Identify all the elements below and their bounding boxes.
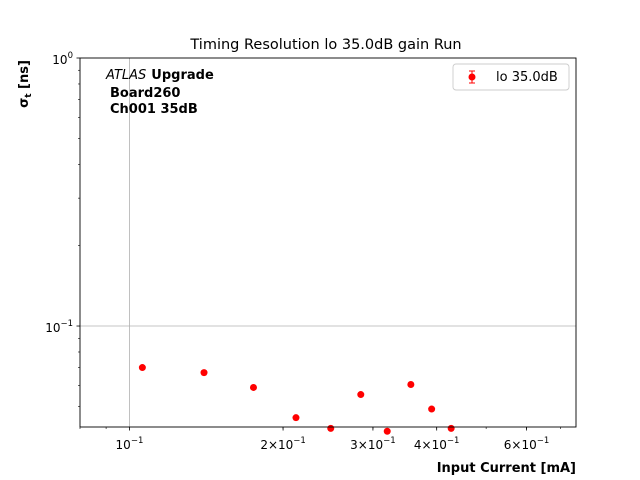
x-axis-ticks: 10−1 2×10−1 3×10−1 4×10−1 6×10−1 <box>79 427 562 452</box>
y-axis-label-symbol: σ <box>17 98 32 108</box>
x-axis-label: Input Current [mA] <box>437 461 576 476</box>
y-tick-label: 10−1 <box>45 319 73 335</box>
y-axis-ticks: 10−1 100 <box>45 51 80 408</box>
x-tick-label: 6×10−1 <box>504 436 550 452</box>
data-point <box>292 414 300 422</box>
annotation-upgrade: Upgrade <box>151 68 214 83</box>
data-point <box>407 381 415 389</box>
chart-title: Timing Resolution lo 35.0dB gain Run <box>189 37 461 53</box>
y-tick-label: 100 <box>52 51 73 67</box>
annotation-atlas: ATLAS <box>105 68 146 83</box>
annotation-channel: Ch001 35dB <box>110 102 198 117</box>
x-tick-label: 4×10−1 <box>414 436 460 452</box>
y-axis-label-unit: [ns] <box>17 60 32 93</box>
data-point <box>200 369 208 377</box>
x-tick-label: 2×10−1 <box>260 436 306 452</box>
grid <box>80 58 576 427</box>
data-point <box>327 424 335 432</box>
data-point <box>383 427 391 435</box>
legend: lo 35.0dB <box>452 63 570 91</box>
data-point <box>138 364 146 372</box>
data-point <box>428 405 436 413</box>
y-axis-label-subscript: t <box>24 93 34 98</box>
annotation-board: Board260 <box>110 86 180 101</box>
legend-box <box>452 63 570 91</box>
data-point <box>249 383 257 391</box>
legend-label: lo 35.0dB <box>496 70 558 85</box>
atlas-annotation: ATLAS Upgrade Board260 Ch001 35dB <box>105 68 214 117</box>
data-point <box>357 391 365 399</box>
x-tick-label: 10−1 <box>116 436 144 452</box>
y-axis-label: σt [ns] <box>17 60 34 108</box>
legend-marker <box>468 73 476 81</box>
data-points <box>138 364 455 435</box>
data-point <box>447 424 455 432</box>
x-tick-label: 3×10−1 <box>350 436 396 452</box>
plot-frame <box>79 57 577 428</box>
